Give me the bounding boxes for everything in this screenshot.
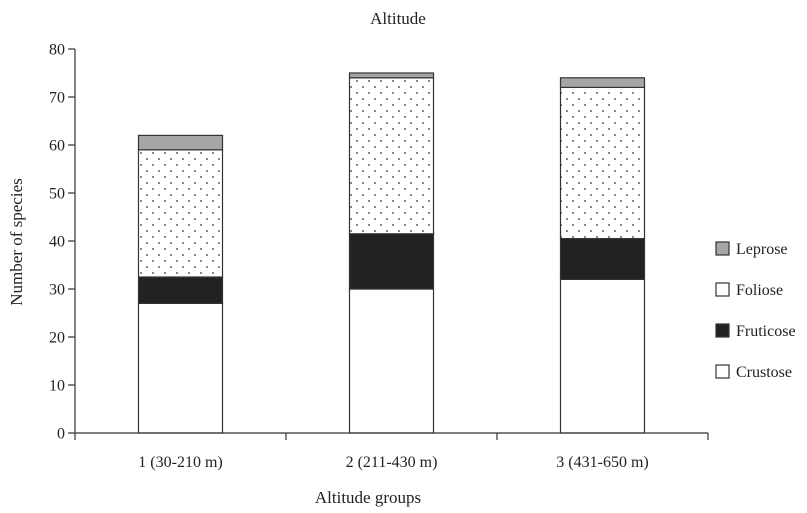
legend-label-foliose: Foliose: [736, 282, 783, 299]
y-tick-label: 0: [57, 426, 65, 443]
legend-swatch-leprose: [715, 241, 730, 256]
x-tick-label: 1 (30-210 m): [138, 454, 222, 471]
bar-segment-crustose: [559, 278, 646, 434]
legend-label-fruticose: Fruticose: [736, 323, 796, 340]
bar-segment-leprose: [348, 72, 435, 79]
y-tick-label: 40: [49, 234, 65, 251]
y-tick-label: 30: [49, 282, 65, 299]
y-tick-label: 50: [49, 186, 65, 203]
y-tick-label: 10: [49, 378, 65, 395]
legend-label-crustose: Crustose: [736, 364, 792, 381]
bar-segment-foliose: [137, 149, 224, 278]
y-tick-label: 60: [49, 138, 65, 155]
legend-swatch-crustose: [715, 364, 730, 379]
legend-label-leprose: Leprose: [736, 241, 788, 258]
bar-segment-leprose: [559, 77, 646, 89]
bar-segment-foliose: [559, 86, 646, 240]
y-axis-label: Number of species: [7, 178, 26, 305]
legend-swatch-fruticose: [715, 323, 730, 338]
x-tick-label: 2 (211-430 m): [346, 454, 438, 471]
bar-segment-fruticose: [137, 276, 224, 304]
legend: Leprose Foliose Fruticose Crustose: [715, 241, 796, 381]
bar-segment-foliose: [348, 77, 435, 235]
chart-title: Altitude: [370, 9, 426, 28]
y-tick-label: 20: [49, 330, 65, 347]
bar-segment-crustose: [137, 302, 224, 434]
bars-group: [137, 72, 646, 434]
x-tick-label: 3 (431-650 m): [556, 454, 648, 471]
bar-segment-fruticose: [348, 233, 435, 290]
y-axis-ticks: 0 10 20 30 40 50 60 70 80: [49, 42, 75, 443]
x-axis-label: Altitude groups: [315, 488, 421, 507]
bar-segment-leprose: [137, 134, 224, 151]
y-tick-label: 70: [49, 90, 65, 107]
y-tick-label: 80: [49, 42, 65, 59]
legend-swatch-foliose: [715, 282, 730, 297]
bar-segment-crustose: [348, 288, 435, 434]
x-axis-ticks: 1 (30-210 m) 2 (211-430 m) 3 (431-650 m): [74, 433, 709, 471]
bar-segment-fruticose: [559, 238, 646, 281]
